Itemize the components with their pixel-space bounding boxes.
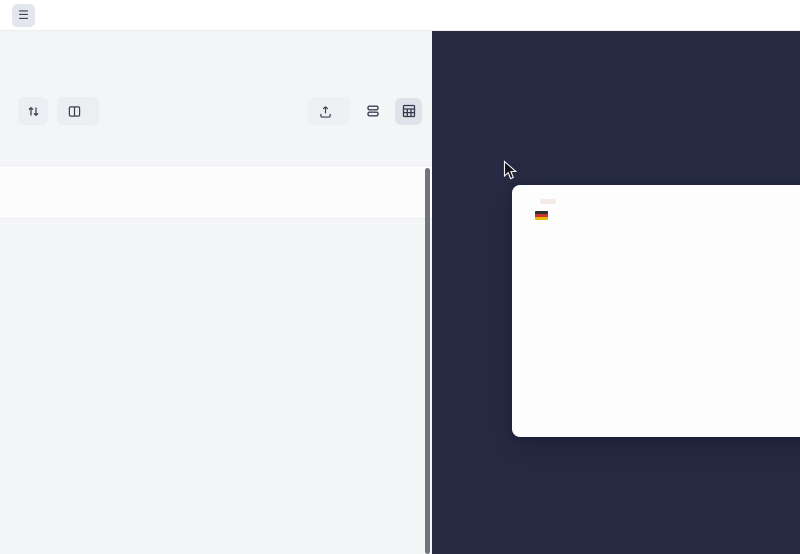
top-toolbar: ☰: [0, 0, 800, 31]
vessel-popup: [512, 185, 800, 437]
export-icon: [319, 105, 332, 118]
laden-status-badge: [540, 199, 556, 204]
table-toolbar: [0, 85, 432, 125]
list-view-toggle[interactable]: [359, 98, 386, 125]
vertical-scrollbar[interactable]: [425, 168, 430, 554]
export-button[interactable]: [308, 97, 350, 125]
table-header: [0, 165, 432, 219]
table-view-icon: [402, 104, 416, 118]
sort-button[interactable]: [18, 97, 48, 125]
ship-count: [0, 71, 432, 85]
menu-icon[interactable]: ☰: [12, 4, 35, 27]
vessel-subtitle: [530, 211, 800, 220]
germany-flag-icon: [535, 211, 548, 220]
table-view-toggle[interactable]: [395, 98, 422, 125]
customise-button[interactable]: [57, 97, 99, 125]
ships-table: [0, 156, 432, 554]
app: ☰: [0, 0, 800, 554]
panel-tabs: [0, 31, 432, 71]
list-view-icon: [366, 104, 380, 118]
columns-icon: [68, 105, 81, 118]
sort-icon: [27, 105, 40, 118]
ships-panel: [0, 31, 432, 554]
